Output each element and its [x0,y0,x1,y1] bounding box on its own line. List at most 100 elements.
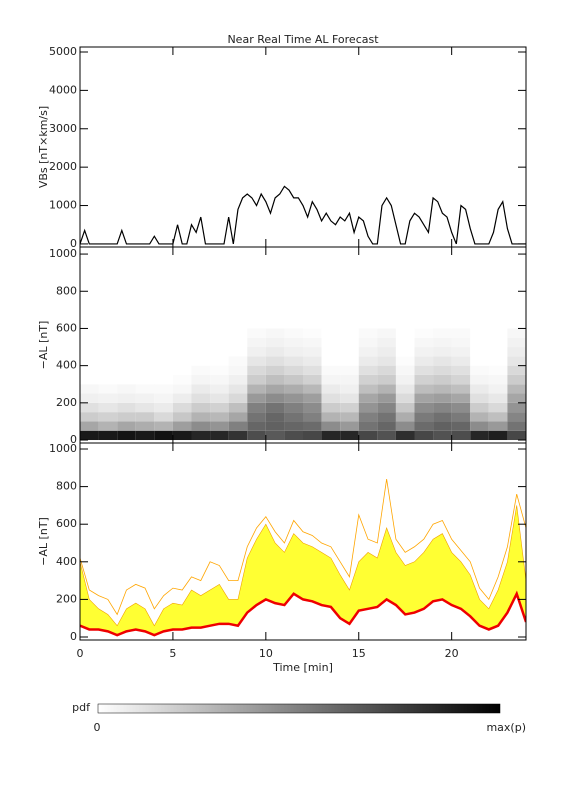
density-cell [80,430,99,441]
density-cell [433,374,452,385]
y-tick-label: 400 [56,555,77,568]
density-cell [358,402,378,413]
density-cell [470,328,489,338]
density-cell [303,412,322,422]
density-cell [135,337,155,348]
density-cell [377,365,396,375]
density-cell [451,328,471,338]
density-cell [265,384,285,394]
density-cell [284,421,303,431]
density-cell [265,374,285,385]
density-cell [172,337,192,348]
density-cell [228,374,248,385]
density-cell [358,356,378,366]
density-cell [321,384,341,394]
density-cell [303,421,322,431]
colorbar [97,703,501,714]
density-cell [191,412,211,422]
y-tick-label: 200 [56,396,77,409]
density-cell [488,347,508,357]
density-cell [210,337,229,348]
density-cell [470,384,489,394]
density-cell [488,328,508,338]
density-cell [358,412,378,422]
density-cell [210,356,229,366]
density-cell [470,421,489,431]
density-cell [98,430,118,441]
density-cell [395,421,415,431]
density-cell [433,328,452,338]
density-cell [154,328,173,338]
density-cell [451,384,471,394]
density-cell [470,337,489,348]
density-cell [228,412,248,422]
density-cell [321,347,341,357]
density-cell [210,402,229,413]
density-cell [395,337,415,348]
density-cell [80,402,99,413]
density-cell [340,347,359,357]
density-cell [98,412,118,422]
density-cell [414,421,434,431]
density-cell [191,393,211,403]
density-cell [377,384,396,394]
density-cell [488,393,508,403]
density-cell [507,402,526,413]
density-cell [210,421,229,431]
density-cell [210,347,229,357]
density-cell [340,365,359,375]
density-cell [507,356,526,366]
density-cell [247,356,266,366]
density-cell [507,393,526,403]
density-cell [135,393,155,403]
density-cell [98,328,118,338]
density-cell [191,374,211,385]
density-cell [507,337,526,348]
density-cell [507,384,526,394]
density-cell [247,328,266,338]
density-cell [321,402,341,413]
density-cell [172,412,192,422]
density-cell [135,356,155,366]
density-cell [470,402,489,413]
colorbar-label: pdf [72,701,91,714]
density-cell [98,402,118,413]
x-tick-label: 15 [352,647,366,660]
density-cell [98,374,118,385]
density-cell [154,337,173,348]
density-cell [414,393,434,403]
density-cell [191,328,211,338]
density-cell [358,374,378,385]
x-tick-label: 20 [445,647,459,660]
density-cell [451,402,471,413]
density-cell [488,412,508,422]
y-axis-label: VBs [nT×km/s] [37,106,50,188]
density-cell [247,337,266,348]
density-cell [358,430,378,441]
density-cell [80,374,99,385]
density-cell [303,365,322,375]
density-cell [395,384,415,394]
density-cell [191,356,211,366]
density-cell [247,412,266,422]
data-line [80,479,526,616]
density-cell [377,347,396,357]
density-cell [395,402,415,413]
density-cell [98,393,118,403]
density-cell [303,384,322,394]
density-cell [395,328,415,338]
density-cell [470,374,489,385]
y-tick-label: 3000 [49,122,77,135]
density-cell [321,421,341,431]
density-cell [80,347,99,357]
density-cell [191,337,211,348]
density-cell [377,337,396,348]
density-cell [358,393,378,403]
density-cell [98,337,118,348]
density-cell [284,337,303,348]
density-cell [228,347,248,357]
density-cell [117,402,136,413]
density-cell [377,328,396,338]
y-tick-label: 800 [56,480,77,493]
